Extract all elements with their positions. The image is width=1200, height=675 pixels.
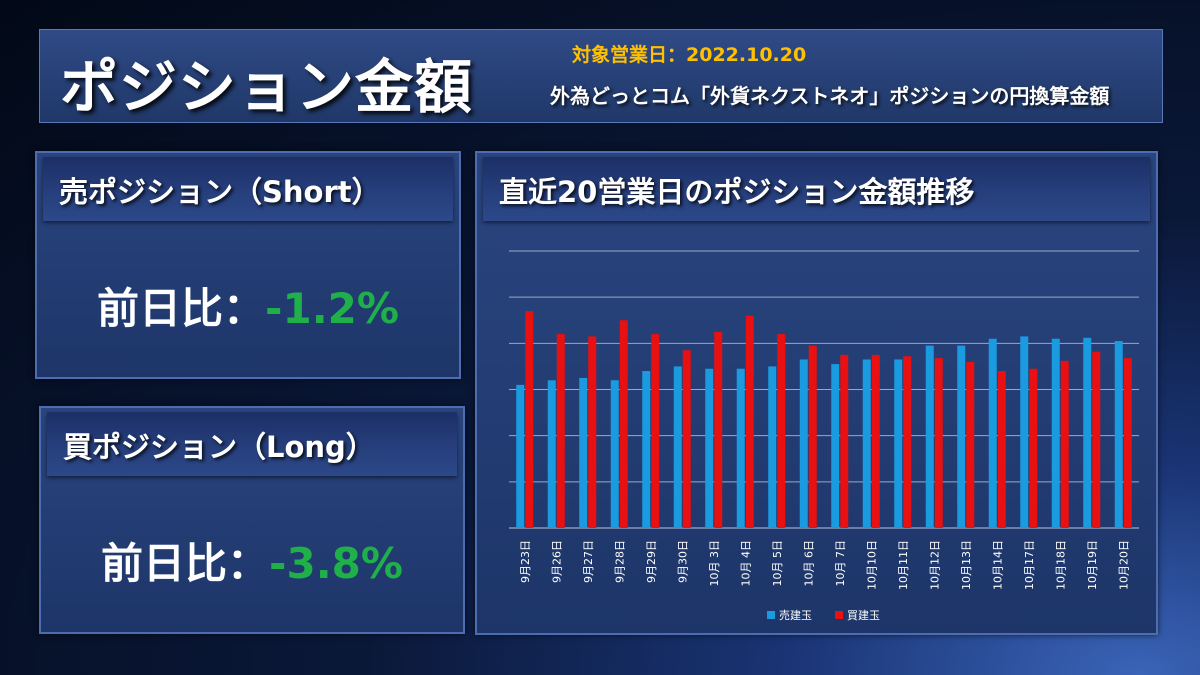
long-bar: [1092, 351, 1101, 528]
legend-swatch-long: [835, 611, 843, 619]
short-bar: [831, 364, 840, 528]
business-date: 対象営業日：2022.10.20: [572, 44, 807, 66]
short-bar: [516, 384, 525, 528]
x-tick-label: 9月29日: [645, 540, 658, 583]
x-tick-label: 10月12日: [928, 540, 941, 590]
long-bar: [777, 334, 786, 528]
short-bar: [862, 359, 871, 528]
long-bar: [1060, 360, 1069, 528]
long-bar: [871, 354, 880, 528]
long-panel-header: 買ポジション（Long）: [47, 412, 457, 476]
x-tick-label: 10月 3日: [708, 540, 721, 587]
short-bar: [988, 338, 997, 528]
short-ratio-label: 前日比：: [97, 284, 266, 333]
short-bar: [957, 345, 966, 528]
legend-swatch-short: [767, 611, 775, 619]
chart-panel-title: 直近20営業日のポジション金額推移: [499, 175, 975, 209]
short-bar: [642, 371, 651, 528]
long-bar: [714, 331, 723, 528]
chart-panel: 直近20営業日のポジション金額推移 9月23日 9月26日 9月27日 9月28日 9月…: [475, 151, 1158, 635]
short-bar: [1020, 336, 1029, 528]
x-tick-label: 10月14日: [991, 540, 1004, 590]
x-tick-label: 10月18日: [1054, 540, 1067, 590]
short-panel-header: 売ポジション（Short）: [43, 157, 453, 221]
header-banner: ポジション金額 対象営業日：2022.10.20 外為どっとコム「外貨ネクストネ…: [39, 29, 1163, 123]
x-tick-label: 10月 5日: [771, 540, 784, 587]
x-tick-label: 9月28日: [613, 540, 626, 583]
page-subtitle: 外為どっとコム「外貨ネクストネオ」ポジションの円換算金額: [550, 84, 1110, 108]
x-tick-label: 9月30日: [676, 540, 689, 583]
long-bar: [619, 320, 628, 528]
chart-panel-header: 直近20営業日のポジション金額推移: [483, 157, 1150, 221]
short-bar: [768, 366, 777, 528]
short-bar: [1083, 337, 1092, 528]
long-bar: [903, 356, 912, 528]
x-tick-label: 10月 4日: [739, 540, 752, 587]
long-bar: [682, 350, 691, 528]
short-position-panel: 売ポジション（Short） 前日比：-1.2%: [35, 151, 461, 379]
legend-label-long: 買建玉: [847, 608, 880, 622]
x-tick-label: 10月 7日: [834, 540, 847, 587]
long-bar: [745, 315, 754, 528]
short-bar: [1114, 341, 1123, 528]
x-tick-label: 10月17日: [1023, 540, 1036, 590]
short-bar: [610, 380, 619, 528]
x-tick-label: 10月19日: [1086, 540, 1099, 590]
position-bar-chart: 9月23日 9月26日 9月27日 9月28日 9月29日 9月30日 10月 3日 10月 …: [509, 250, 1139, 622]
long-bar: [934, 358, 943, 528]
short-bar: [673, 366, 682, 528]
x-tick-label: 9月23日: [519, 540, 532, 583]
short-bar: [925, 345, 934, 528]
x-tick-label: 9月27日: [582, 540, 595, 583]
long-ratio-value: -3.8%: [269, 539, 403, 588]
x-tick-label: 9月26日: [550, 540, 563, 583]
short-ratio: 前日比：-1.2%: [37, 275, 459, 336]
long-panel-title: 買ポジション（Long）: [63, 430, 375, 464]
long-bar: [588, 336, 597, 528]
long-bar: [556, 334, 565, 528]
short-bar: [736, 368, 745, 528]
short-bar: [705, 368, 714, 528]
long-bar: [1029, 368, 1038, 528]
long-bar: [525, 311, 534, 528]
long-ratio: 前日比：-3.8%: [41, 530, 463, 591]
long-position-panel: 買ポジション（Long） 前日比：-3.8%: [39, 406, 465, 634]
long-ratio-label: 前日比：: [101, 539, 270, 588]
short-bar: [799, 359, 808, 528]
x-tick-label: 10月10日: [865, 540, 878, 590]
legend-label-short: 売建玉: [779, 608, 812, 622]
short-bar: [894, 359, 903, 528]
x-tick-label: 10月13日: [960, 540, 973, 590]
x-tick-label: 10月11日: [897, 540, 910, 590]
long-bar: [808, 345, 817, 528]
long-bar: [840, 354, 849, 528]
x-tick-label: 10月 6日: [802, 540, 815, 587]
short-ratio-value: -1.2%: [265, 284, 399, 333]
long-bar: [1123, 358, 1132, 528]
short-panel-title: 売ポジション（Short）: [59, 175, 381, 209]
x-tick-label: 10月20日: [1117, 540, 1130, 590]
long-bar: [966, 361, 975, 528]
page-title: ポジション金額: [60, 53, 474, 121]
short-bar: [547, 380, 556, 528]
short-bar: [579, 377, 588, 528]
short-bar: [1051, 338, 1060, 528]
long-bar: [651, 334, 660, 528]
long-bar: [997, 371, 1006, 528]
